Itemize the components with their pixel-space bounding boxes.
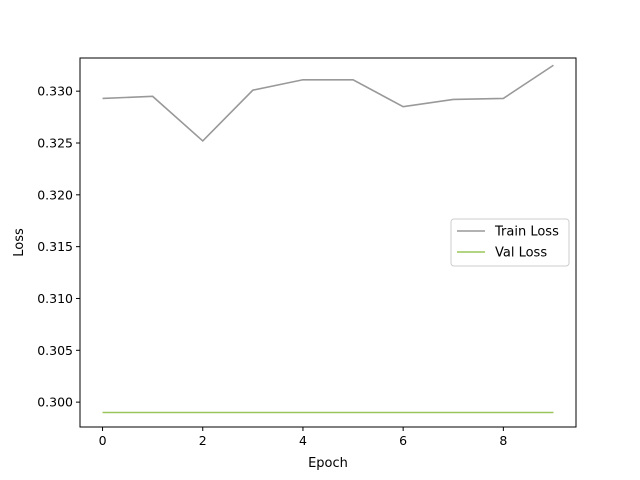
y-axis-title: Loss xyxy=(12,228,27,257)
x-tick-label: 0 xyxy=(99,433,107,448)
series-layer xyxy=(102,64,554,414)
y-tick-label: 0.300 xyxy=(37,395,73,410)
y-tick-label: 0.305 xyxy=(37,343,73,358)
x-axis-title: Epoch xyxy=(308,456,348,471)
y-tick-label: 0.310 xyxy=(37,291,73,306)
y-tick-label: 0.315 xyxy=(37,239,73,254)
x-tick-label: 8 xyxy=(499,433,507,448)
x-tick-label: 2 xyxy=(199,433,207,448)
y-axis-ticks: 0.300 0.305 0.310 0.315 0.320 0.325 0.330 xyxy=(37,84,80,410)
legend-label-train-loss: Train Loss xyxy=(494,225,559,240)
plot-area: 0 2 4 6 8 0.300 0.305 0.310 0.315 0.320 0.325 0.33… xyxy=(37,57,577,448)
plot-frame xyxy=(79,57,577,428)
x-axis-ticks: 0 2 4 6 8 xyxy=(99,427,507,448)
x-tick-label: 4 xyxy=(299,433,307,448)
legend-label-val-loss: Val Loss xyxy=(495,246,547,261)
series-line-train-loss xyxy=(102,64,554,143)
legend: Train Loss Val Loss xyxy=(450,218,570,267)
x-tick-label: 6 xyxy=(399,433,407,448)
y-tick-label: 0.325 xyxy=(37,135,73,150)
y-tick-label: 0.330 xyxy=(37,84,73,99)
y-tick-label: 0.320 xyxy=(37,187,73,202)
